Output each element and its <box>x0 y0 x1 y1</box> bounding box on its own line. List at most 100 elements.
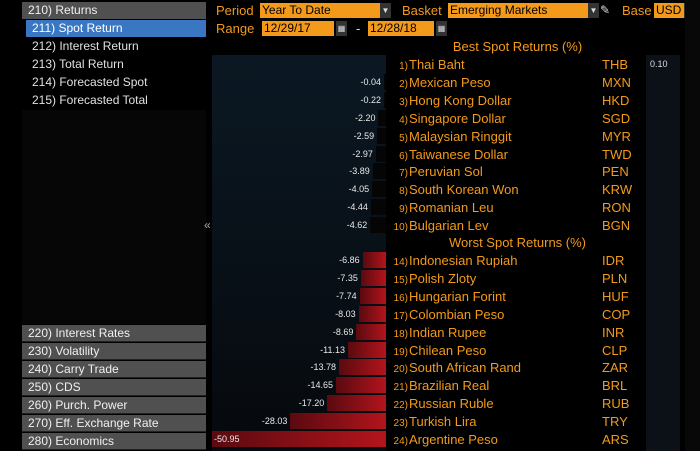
currency-row[interactable]: 17)Colombian Peso COP <box>390 306 645 324</box>
currency-code: SGD <box>602 110 631 126</box>
currency-name: Peruvian Sol <box>409 164 483 180</box>
currency-code: MXN <box>602 74 631 90</box>
currency-row[interactable]: 9)Romanian Leu RON <box>390 199 645 217</box>
rank-number: 14) <box>393 257 408 268</box>
currency-row[interactable]: 24)Argentine Peso ARS <box>390 431 645 449</box>
rank-number: 10) <box>393 222 408 234</box>
menu-economics[interactable]: 280) Economics <box>22 433 206 450</box>
currency-name: Colombian Peso <box>409 306 505 322</box>
currency-code: ARS <box>602 432 629 447</box>
currency-row[interactable]: 4)Singapore Dollar SGD <box>390 110 645 128</box>
currency-row[interactable]: 14)Indonesian Rupiah IDR <box>390 252 645 270</box>
menu-interest-rates[interactable]: 220) Interest Rates <box>22 325 206 342</box>
currency-name: South Korean Won <box>409 182 519 198</box>
return-bar <box>348 341 386 358</box>
currency-name: Brazilian Real <box>409 378 490 394</box>
header-bar: Period Year To Date ▼ Basket Emerging Ma… <box>212 0 700 38</box>
currency-row[interactable]: 5)Malaysian Ringgit MYR <box>390 128 645 146</box>
currency-code: KRW <box>602 182 633 198</box>
menu-interest-return[interactable]: 212) Interest Return <box>32 39 139 53</box>
scrollbar[interactable] <box>685 0 700 451</box>
bar-value-label: -17.20 <box>298 398 325 409</box>
menu-forecasted-total[interactable]: 215) Forecasted Total <box>32 93 148 107</box>
basket-dropdown-icon[interactable]: ▼ <box>588 3 599 18</box>
currency-row[interactable]: 15)Polish Zloty PLN <box>390 270 645 288</box>
basket-select[interactable]: Emerging Markets <box>448 3 588 18</box>
currency-row[interactable]: 8)South Korean Won KRW <box>390 181 645 199</box>
range-separator: - <box>356 21 361 36</box>
best-returns-title: Best Spot Returns (%) <box>452 39 583 54</box>
calendar-start-icon[interactable]: ▦ <box>336 21 347 36</box>
currency-name: Argentine Peso <box>409 432 498 447</box>
range-end-input[interactable]: 12/28/18 <box>368 21 434 36</box>
returns-bar-chart: -0.04 -0.22 -2.20 -2.59 -2.97 -3.89 -4.05 -4.44… <box>212 55 386 451</box>
currency-code: ZAR <box>602 360 628 376</box>
currency-row[interactable]: 18)Indian Rupee INR <box>390 324 645 342</box>
menu-carry-trade[interactable]: 240) Carry Trade <box>22 361 206 378</box>
menu-spot-return[interactable]: 211) Spot Return <box>26 20 206 37</box>
base-select[interactable]: USD <box>654 3 684 18</box>
positive-value-column: 0.10 <box>646 55 680 451</box>
bar-value-label: -28.03 <box>261 416 288 427</box>
period-dropdown-icon[interactable]: ▼ <box>380 3 391 18</box>
currency-name: Russian Ruble <box>409 396 494 412</box>
menu-forecasted-spot[interactable]: 214) Forecasted Spot <box>32 75 148 89</box>
return-bar <box>336 377 386 394</box>
currency-row[interactable]: 16)Hungarian Forint HUF <box>390 288 645 306</box>
currency-name: Indian Rupee <box>409 324 487 340</box>
currency-code: HUF <box>602 288 629 304</box>
return-bar <box>377 127 386 144</box>
menu-returns[interactable]: 210) Returns <box>22 2 206 19</box>
currency-row[interactable]: 23)Turkish Lira TRY <box>390 413 645 431</box>
rank-number: 22) <box>393 400 408 412</box>
currency-row[interactable]: 3)Hong Kong Dollar HKD <box>390 92 645 110</box>
rank-number: 6) <box>399 150 408 162</box>
currency-name: South African Rand <box>409 360 522 376</box>
currency-row[interactable]: 20)South African Rand ZAR <box>390 359 645 377</box>
period-select[interactable]: Year To Date <box>260 3 380 18</box>
menu-empty-area <box>22 110 206 324</box>
menu-cds[interactable]: 250) CDS <box>22 379 206 396</box>
currency-name: Taiwanese Dollar <box>409 146 508 162</box>
pencil-icon[interactable]: ✎ <box>600 3 611 17</box>
bar-value-label: -8.03 <box>335 308 356 319</box>
collapse-panel-icon[interactable]: « <box>204 218 211 232</box>
bar-value-label: -2.59 <box>353 130 375 141</box>
currency-row[interactable]: 7)Peruvian Sol PEN <box>390 163 645 181</box>
period-label: Period <box>216 3 254 18</box>
menu-volatility[interactable]: 230) Volatility <box>22 343 206 360</box>
bar-value-label: -0.04 <box>360 76 381 87</box>
currency-name: Polish Zloty <box>409 270 477 286</box>
currency-name: Mexican Peso <box>409 74 491 90</box>
bar-value-label: -14.65 <box>307 380 334 391</box>
currency-name: Singapore Dollar <box>409 110 506 126</box>
currency-row[interactable]: 6)Taiwanese Dollar TWD <box>390 146 645 164</box>
bar-value-label: -2.97 <box>352 148 373 159</box>
rank-number: 9) <box>399 204 408 216</box>
rank-number: 7) <box>399 168 408 180</box>
bar-value-label: -7.74 <box>336 290 357 301</box>
currency-code: BRL <box>602 378 628 394</box>
currency-row[interactable]: 21)Brazilian Real BRL <box>390 377 645 395</box>
currency-row[interactable]: 22)Russian Ruble RUB <box>390 395 645 413</box>
range-start-input[interactable]: 12/29/17 <box>262 21 334 36</box>
bar-value-label: -4.44 <box>347 202 368 213</box>
bar-value-label: -50.95 <box>214 434 240 444</box>
return-bar <box>356 323 386 340</box>
currency-row[interactable]: 10)Bulgarian Lev BGN <box>390 217 645 235</box>
currency-row[interactable]: 2)Mexican Peso MXN <box>390 74 645 92</box>
rank-number: 18) <box>393 328 408 340</box>
return-bar <box>327 395 386 412</box>
currency-row[interactable]: 1)Thai Baht THB <box>390 56 645 74</box>
bar-value-label: -13.78 <box>310 362 336 373</box>
menu-purch-power[interactable]: 260) Purch. Power <box>22 397 206 414</box>
return-bar <box>384 91 386 108</box>
calendar-end-icon[interactable]: ▦ <box>436 21 447 36</box>
return-bar <box>370 217 386 234</box>
currency-name: Bulgarian Lev <box>409 218 489 234</box>
menu-total-return[interactable]: 213) Total Return <box>32 57 124 71</box>
currency-row[interactable]: 19)Chilean Peso CLP <box>390 342 645 360</box>
currency-code: BGN <box>602 218 631 234</box>
menu-eff-exchange-rate[interactable]: 270) Eff. Exchange Rate <box>22 415 206 432</box>
rank-number: 15) <box>393 274 408 286</box>
